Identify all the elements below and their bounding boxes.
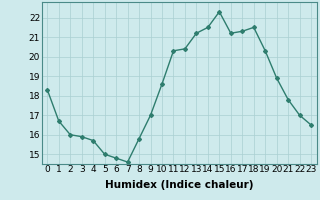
X-axis label: Humidex (Indice chaleur): Humidex (Indice chaleur) (105, 180, 253, 190)
